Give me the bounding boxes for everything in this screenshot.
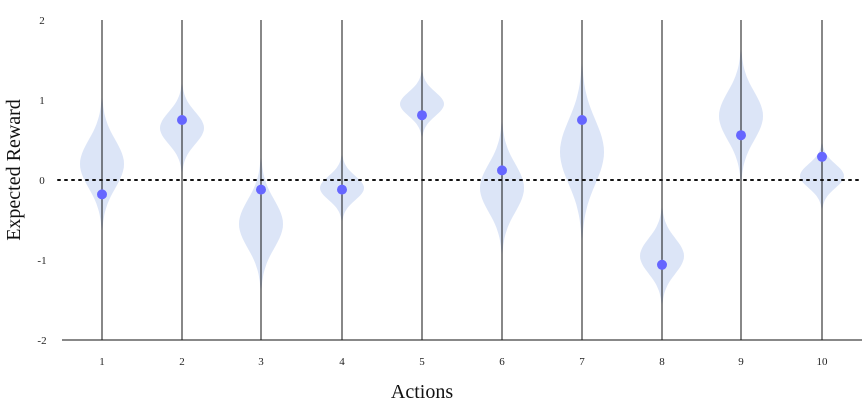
x-tick-label: 1 [99,356,105,368]
x-tick-label: 3 [258,356,264,368]
point-3 [256,184,266,195]
x-tick-labels: 1 2 3 4 5 6 7 8 9 10 [99,356,828,368]
y-tick-label: -2 [37,335,46,347]
x-tick-label: 2 [179,356,185,368]
x-tick-label: 8 [659,356,665,368]
point-4 [337,184,347,195]
y-tick-label: 0 [39,175,45,187]
y-tick-label: 1 [39,95,45,107]
point-9 [736,130,746,141]
y-tick-label: -1 [37,255,46,267]
point-7 [577,115,587,125]
y-tick-label: 2 [39,15,45,27]
y-tick-labels: -2 -1 0 1 2 [37,15,46,347]
x-tick-label: 6 [499,356,505,368]
point-8 [657,259,667,270]
x-tick-label: 5 [419,356,425,368]
x-tick-label: 7 [579,356,585,368]
point-6 [497,165,507,176]
points-layer [97,110,827,270]
x-tick-label: 10 [817,356,829,368]
point-5 [417,110,427,121]
point-10 [817,151,827,162]
violins-layer [80,44,844,309]
x-tick-label: 4 [339,356,345,368]
x-tick-label: 9 [738,356,744,368]
point-1 [97,189,107,200]
stems-layer [101,20,823,340]
y-axis-title: Expected Reward [3,99,25,241]
point-2 [177,115,187,125]
x-axis-title: Actions [391,381,453,403]
